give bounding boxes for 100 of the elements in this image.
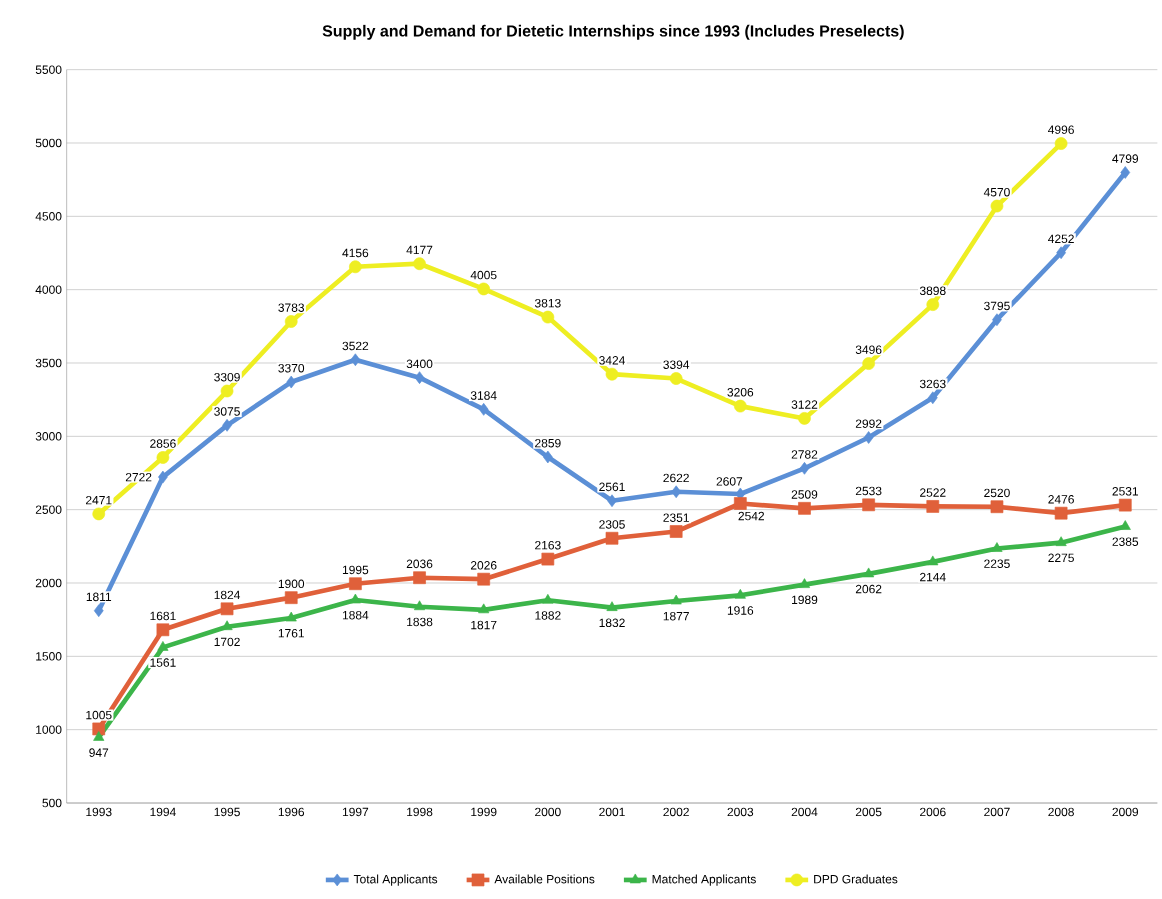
point xyxy=(798,412,811,425)
y-tick-label: 4500 xyxy=(35,212,62,221)
data-label: 3522 xyxy=(342,341,369,351)
point xyxy=(350,353,361,367)
point xyxy=(862,498,875,512)
point xyxy=(543,450,553,464)
data-label: 3309 xyxy=(214,372,240,382)
point xyxy=(862,357,875,370)
data-label: 3370 xyxy=(278,363,305,373)
data-label: 3795 xyxy=(984,301,1010,311)
data-label: 3184 xyxy=(470,391,497,400)
data-label: 1005 xyxy=(86,710,112,720)
point xyxy=(221,620,233,631)
data-label: 4005 xyxy=(470,270,497,280)
point xyxy=(414,371,425,384)
point xyxy=(349,593,361,604)
point xyxy=(542,593,554,604)
point xyxy=(863,431,874,444)
y-tick-label: 5000 xyxy=(35,138,62,148)
data-label: 2275 xyxy=(1048,553,1074,563)
y-tick-label: 2000 xyxy=(35,578,62,588)
data-label: 1877 xyxy=(663,611,689,621)
data-label: 2859 xyxy=(535,438,561,448)
point xyxy=(478,403,489,416)
data-label: 1561 xyxy=(150,658,176,667)
point xyxy=(1054,506,1068,520)
x-tick-label: 1998 xyxy=(407,807,433,817)
point xyxy=(733,497,747,510)
point xyxy=(1054,137,1068,150)
point xyxy=(541,310,555,324)
point xyxy=(92,722,106,736)
point xyxy=(349,260,362,274)
point xyxy=(798,502,811,515)
data-label: 2163 xyxy=(535,540,561,550)
point xyxy=(605,367,619,381)
data-label: 2385 xyxy=(1112,537,1139,546)
data-label: 2144 xyxy=(920,572,946,582)
point xyxy=(1055,536,1067,546)
data-label: 3122 xyxy=(791,400,818,409)
data-label: 2722 xyxy=(125,472,152,482)
x-tick-label: 2002 xyxy=(663,807,689,817)
legend-label: Total Applicants xyxy=(353,874,438,886)
data-label: 4799 xyxy=(1112,154,1139,163)
data-label: 1702 xyxy=(214,637,240,647)
point xyxy=(222,418,232,432)
point xyxy=(734,588,746,599)
data-label: 2520 xyxy=(984,488,1010,498)
data-label: 3400 xyxy=(406,359,433,369)
point xyxy=(413,571,426,585)
data-label: 3394 xyxy=(663,360,690,369)
point xyxy=(1118,498,1132,512)
point xyxy=(990,500,1004,514)
y-tick-label: 500 xyxy=(42,798,62,808)
point xyxy=(220,384,234,398)
y-tick-label: 5500 xyxy=(35,65,62,74)
point xyxy=(477,572,491,586)
y-tick-label: 4000 xyxy=(35,285,62,294)
point xyxy=(991,542,1003,552)
x-tick-label: 1995 xyxy=(214,807,240,817)
point xyxy=(798,578,811,588)
data-label: 1824 xyxy=(214,590,241,600)
data-label: 1900 xyxy=(278,579,305,589)
point xyxy=(541,552,555,566)
point xyxy=(285,611,297,622)
data-label: 2509 xyxy=(791,490,818,499)
point xyxy=(478,603,490,614)
point xyxy=(158,470,168,484)
data-label: 2036 xyxy=(406,559,433,569)
x-tick-label: 2000 xyxy=(535,807,561,817)
point xyxy=(93,731,105,741)
data-label: 2992 xyxy=(855,419,882,428)
data-label: 3813 xyxy=(534,298,561,308)
point xyxy=(92,507,106,521)
x-tick-label: 2004 xyxy=(791,807,818,817)
data-label: 4570 xyxy=(983,187,1010,197)
point xyxy=(992,313,1002,327)
data-label: 1995 xyxy=(342,565,369,575)
data-label: 1916 xyxy=(727,606,754,615)
data-label: 4996 xyxy=(1048,125,1074,134)
point xyxy=(605,531,619,545)
legend-label: Available Positions xyxy=(494,874,595,884)
data-label: 2607 xyxy=(716,477,743,486)
point xyxy=(670,594,682,605)
x-tick-label: 2007 xyxy=(984,807,1010,817)
point xyxy=(157,641,169,651)
point xyxy=(284,591,298,605)
data-label: 947 xyxy=(89,748,109,757)
point xyxy=(349,577,362,591)
point xyxy=(156,451,170,464)
data-label: 4252 xyxy=(1048,234,1074,244)
data-label: 2531 xyxy=(1112,487,1139,496)
point xyxy=(863,567,875,578)
data-label: 3783 xyxy=(278,303,305,312)
data-label: 3496 xyxy=(855,345,882,354)
data-label: 3424 xyxy=(599,356,625,365)
data-label: 2856 xyxy=(150,439,176,448)
point xyxy=(799,461,810,475)
point xyxy=(671,485,682,499)
point xyxy=(926,298,940,311)
point xyxy=(413,257,426,271)
